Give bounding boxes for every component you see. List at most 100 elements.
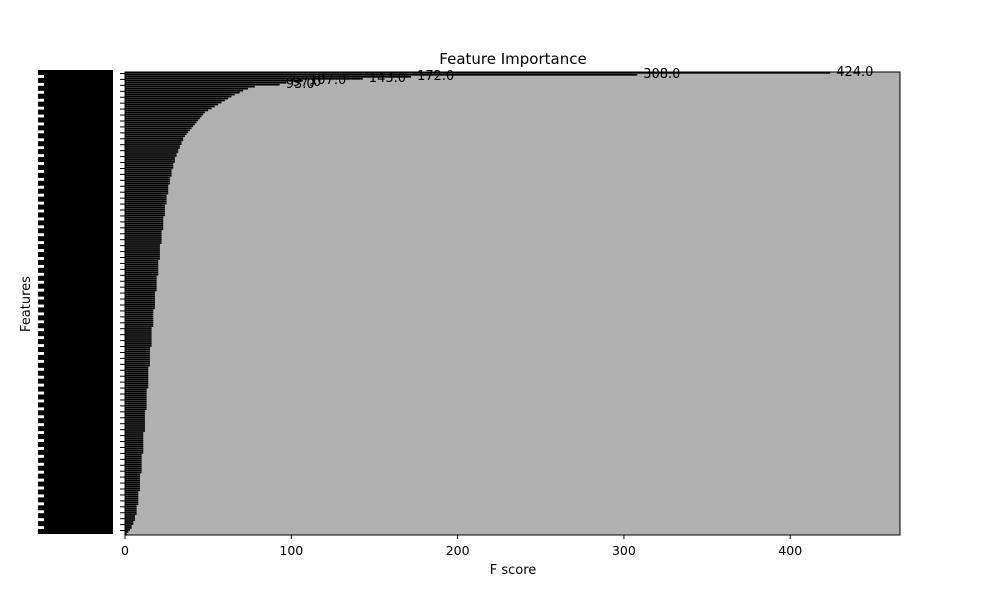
y-tick: [120, 363, 125, 365]
y-tick: [120, 375, 125, 377]
y-tick: [120, 102, 125, 104]
bar: [125, 194, 167, 197]
bar: [125, 141, 182, 143]
bar: [125, 145, 180, 147]
y-tick-label: [38, 521, 113, 527]
bar: [125, 368, 149, 371]
bar: [125, 438, 144, 440]
bar: [125, 85, 255, 88]
bar: [125, 378, 149, 381]
y-tick-label: [44, 137, 113, 143]
bar: [125, 83, 280, 86]
bar: [125, 473, 140, 476]
y-tick: [120, 150, 125, 152]
bar: [125, 131, 189, 134]
bar: [125, 323, 154, 325]
bar: [125, 317, 154, 320]
bar: [125, 267, 159, 270]
bar: [125, 495, 139, 498]
y-tick-label: [44, 73, 113, 79]
y-tick: [120, 316, 125, 318]
bar: [125, 341, 152, 343]
y-tick-label: [38, 204, 113, 210]
y-tick: [120, 334, 125, 336]
bar: [125, 192, 169, 195]
bar: [125, 210, 165, 213]
x-axis-label: F score: [490, 563, 537, 578]
bar: [125, 327, 152, 329]
y-tick: [120, 227, 125, 229]
bar: [125, 121, 197, 124]
bar: [125, 374, 149, 377]
bar: [125, 230, 162, 232]
bar: [125, 291, 155, 294]
y-tick: [120, 423, 125, 425]
y-tick-label: [44, 350, 113, 356]
y-tick: [120, 191, 125, 193]
y-tick: [120, 405, 125, 407]
y-tick-label: [44, 255, 113, 261]
bar: [125, 416, 145, 418]
bar: [125, 196, 167, 199]
y-tick-label: [44, 366, 113, 372]
bar: [125, 257, 160, 260]
bar: [125, 123, 195, 126]
y-tick: [120, 96, 125, 98]
y-tick-label: [38, 85, 113, 91]
y-tick: [120, 381, 125, 383]
y-tick-label: [44, 224, 113, 230]
bar: [125, 178, 170, 181]
bar: [125, 95, 232, 98]
y-tick-label: [38, 267, 113, 273]
bar: [125, 265, 159, 268]
y-tick-label: [38, 196, 113, 202]
bar: [125, 172, 172, 175]
y-tick-label: [38, 354, 113, 360]
bar: [125, 198, 167, 201]
y-tick: [120, 162, 125, 164]
y-tick: [120, 292, 125, 294]
bar: [125, 497, 139, 500]
y-tick: [120, 512, 125, 514]
y-tick-label: [44, 517, 113, 523]
bar: [125, 281, 157, 284]
bar: [125, 214, 165, 217]
bar: [125, 163, 174, 165]
y-tick-label: [38, 489, 113, 495]
x-tick-label: 300: [612, 543, 636, 558]
bar: [125, 165, 174, 167]
y-tick: [120, 239, 125, 241]
y-tick-label: [44, 327, 113, 333]
y-tick: [120, 435, 125, 437]
bar: [125, 443, 144, 446]
y-tick: [120, 452, 125, 454]
bar: [125, 483, 140, 486]
bar: [125, 509, 137, 511]
bar: [125, 339, 152, 341]
y-tick: [120, 298, 125, 300]
y-tick: [120, 114, 125, 116]
bar: [125, 147, 180, 149]
y-tick-label: [38, 109, 113, 115]
bar: [125, 440, 144, 442]
x-tick-label: 200: [446, 543, 470, 558]
y-tick-label: [38, 291, 113, 297]
bar: [125, 127, 192, 130]
y-tick: [120, 286, 125, 288]
y-axis-label: Features: [19, 276, 34, 332]
y-tick: [120, 108, 125, 110]
y-tick-label: [44, 271, 113, 277]
bar: [125, 479, 140, 482]
bar: [125, 352, 150, 355]
bar: [125, 394, 147, 397]
bar: [125, 315, 154, 318]
y-tick: [120, 482, 125, 484]
y-tick: [120, 78, 125, 80]
bar: [125, 313, 154, 316]
bar: [125, 513, 137, 515]
y-tick-label: [44, 81, 113, 87]
y-tick: [120, 310, 125, 312]
y-tick-label: [44, 105, 113, 111]
bar: [125, 93, 235, 96]
